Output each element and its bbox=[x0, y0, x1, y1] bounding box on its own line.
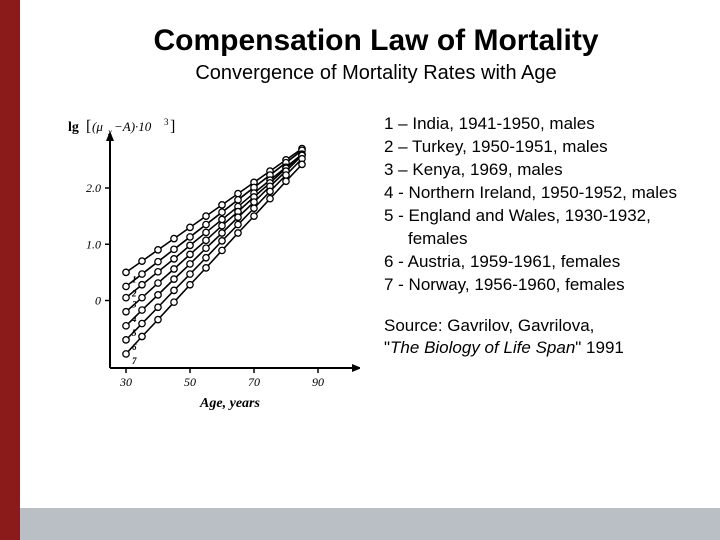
accent-side-bar bbox=[0, 0, 20, 540]
legend-item: 6 - Austria, 1959-1961, females bbox=[408, 251, 692, 274]
svg-text:7: 7 bbox=[132, 356, 137, 366]
mortality-chart: 01.02.030507090Age, yearslg[(μx−A)·103]1… bbox=[60, 113, 360, 413]
svg-text:Age, years: Age, years bbox=[199, 396, 260, 411]
page-title: Compensation Law of Mortality bbox=[60, 24, 692, 58]
bottom-bar bbox=[20, 508, 720, 540]
page-subtitle: Convergence of Mortality Rates with Age bbox=[60, 62, 692, 85]
svg-text:(μ: (μ bbox=[92, 119, 103, 134]
svg-text:3: 3 bbox=[164, 117, 169, 127]
svg-text:30: 30 bbox=[119, 375, 132, 389]
legend-list: 1 – India, 1941-1950, males2 – Turkey, 1… bbox=[384, 113, 692, 297]
source-block: Source: Gavrilov, Gavrilova, "The Biolog… bbox=[384, 315, 692, 361]
svg-text:90: 90 bbox=[312, 375, 324, 389]
legend-item: 7 - Norway, 1956-1960, females bbox=[408, 274, 692, 297]
main-row: 0 1.0 2.0 30 50 70 90 Age, years lg [(μ x−A)·10 3] 1… bbox=[60, 113, 692, 413]
legend-item: 1 – India, 1941-1950, males bbox=[408, 113, 692, 136]
svg-text:]: ] bbox=[170, 118, 175, 135]
legend-item: 5 - England and Wales, 1930-1932, female… bbox=[408, 205, 692, 251]
source-line-2: "The Biology of Life Span" 1991 bbox=[384, 337, 692, 360]
source-quote-close: " 1991 bbox=[575, 338, 624, 357]
svg-text:70: 70 bbox=[248, 375, 260, 389]
legend-item: 4 - Northern Ireland, 1950-1952, males bbox=[408, 182, 692, 205]
legend-item: 2 – Turkey, 1950-1951, males bbox=[408, 136, 692, 159]
legend-item: 3 – Kenya, 1969, males bbox=[408, 159, 692, 182]
svg-text:50: 50 bbox=[184, 375, 196, 389]
source-line-1: Source: Gavrilov, Gavrilova, bbox=[384, 315, 692, 338]
svg-text:2.0: 2.0 bbox=[86, 181, 101, 195]
svg-text:[: [ bbox=[86, 118, 91, 135]
source-title: The Biology of Life Span bbox=[390, 338, 575, 357]
svg-text:lg: lg bbox=[68, 120, 79, 135]
slide-content: Compensation Law of Mortality Convergenc… bbox=[20, 0, 720, 540]
svg-text:−A)·10: −A)·10 bbox=[114, 119, 152, 134]
legend-column: 1 – India, 1941-1950, males2 – Turkey, 1… bbox=[384, 113, 692, 360]
svg-text:0: 0 bbox=[95, 294, 101, 308]
svg-text:1.0: 1.0 bbox=[86, 237, 101, 251]
svg-text:x: x bbox=[107, 127, 112, 137]
